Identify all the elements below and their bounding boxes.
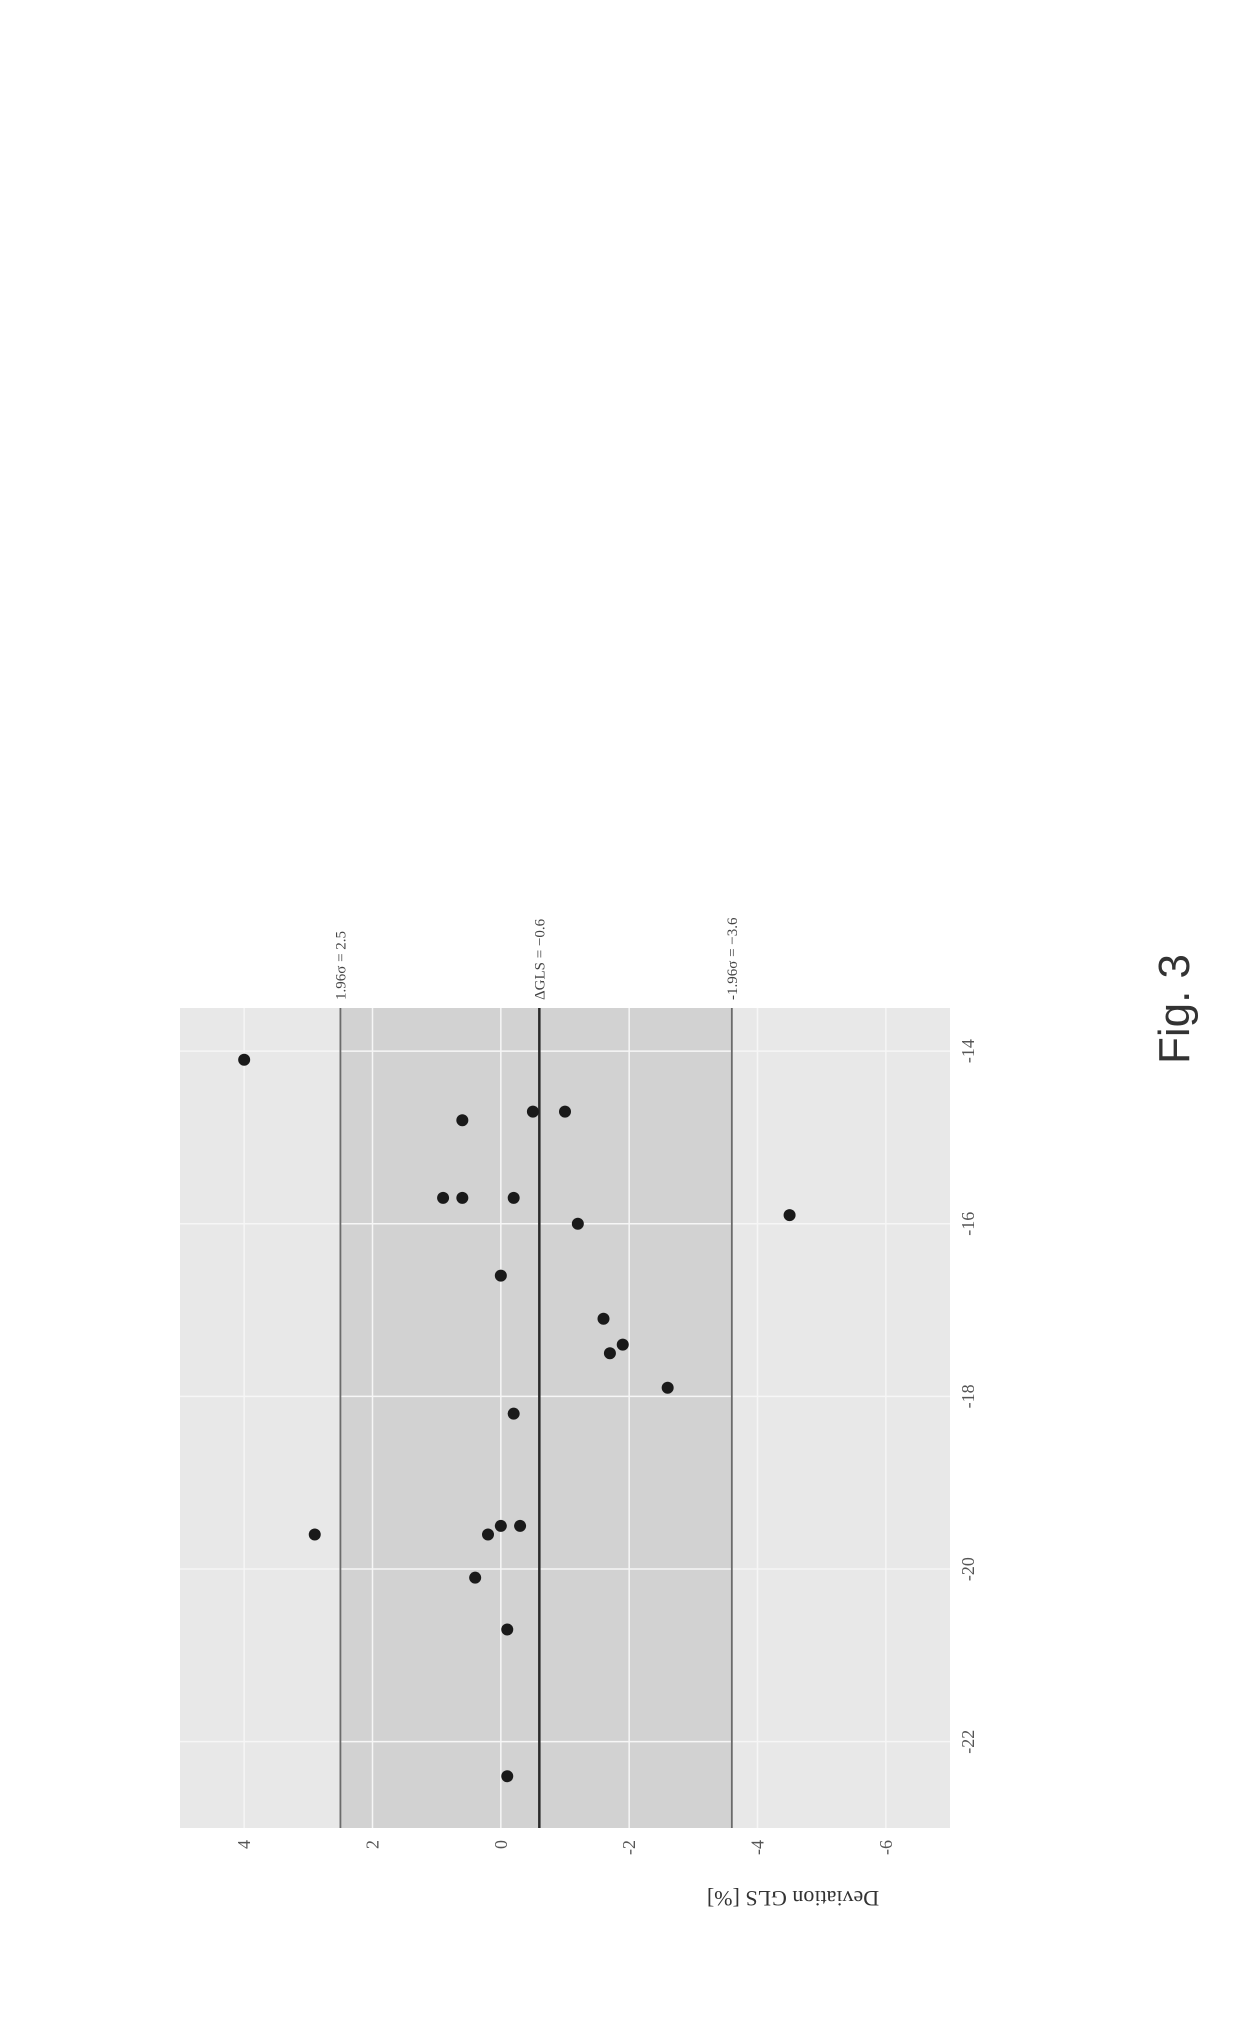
svg-text:-1.96σ = −3.6: -1.96σ = −3.6 bbox=[725, 917, 741, 1000]
scatter-plot: Deviation GLS [%] -22-20-18-16-14-6-4-20… bbox=[160, 0, 1240, 1898]
svg-text:ΔGLS = −0.6: ΔGLS = −0.6 bbox=[532, 918, 548, 1000]
svg-text:-6: -6 bbox=[876, 1840, 896, 1855]
svg-text:-22: -22 bbox=[958, 1730, 978, 1754]
scatter-svg: -22-20-18-16-14-6-4-20241.96σ = 2.5ΔGLS … bbox=[160, 878, 1000, 1898]
svg-text:-4: -4 bbox=[748, 1840, 768, 1855]
svg-text:-18: -18 bbox=[958, 1384, 978, 1408]
svg-text:0: 0 bbox=[491, 1840, 511, 1849]
figure-caption: Fig. 3 bbox=[1150, 0, 1200, 2018]
svg-text:-20: -20 bbox=[958, 1557, 978, 1581]
svg-text:1.96σ = 2.5: 1.96σ = 2.5 bbox=[333, 931, 349, 1000]
svg-text:-16: -16 bbox=[958, 1212, 978, 1236]
svg-text:-14: -14 bbox=[958, 1039, 978, 1063]
svg-text:-2: -2 bbox=[619, 1840, 639, 1855]
figure-landscape: Deviation GLS [%] -22-20-18-16-14-6-4-20… bbox=[0, 0, 1240, 2018]
svg-text:4: 4 bbox=[234, 1840, 254, 1849]
svg-text:2: 2 bbox=[363, 1840, 383, 1849]
